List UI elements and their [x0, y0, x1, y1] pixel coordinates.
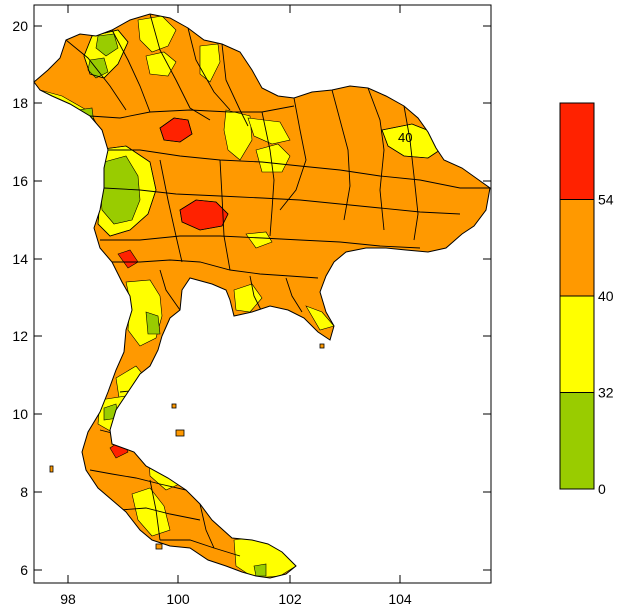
y-tick-label: 18 [12, 95, 28, 111]
green-region-coast [145, 311, 161, 335]
y-tick-label: 8 [20, 484, 28, 500]
yellow-region-east-small [233, 283, 263, 313]
legend: 0 32 40 54 [559, 102, 614, 498]
legend-color-boxes [559, 102, 595, 490]
y-tick-label: 6 [20, 562, 28, 578]
yellow-region-south-4 [131, 487, 171, 537]
yellow-region-central [255, 143, 291, 173]
province-borders [65, 14, 490, 557]
islands [49, 343, 325, 550]
legend-labels: 0 32 40 54 [598, 192, 614, 498]
axis-ticks: 98 100 102 104 6 8 10 12 14 16 18 20 [12, 5, 491, 607]
y-tick-label: 16 [12, 173, 28, 189]
legend-label: 0 [598, 481, 606, 497]
yellow-region-central-north-2 [247, 117, 291, 145]
legend-color-box [559, 102, 595, 200]
green-region-north [95, 33, 119, 57]
y-tick-label: 14 [12, 251, 28, 267]
x-tick-label: 100 [166, 591, 190, 607]
x-tick-label: 98 [60, 591, 76, 607]
green-region-far-south [253, 563, 267, 577]
yellow-region-north-3 [199, 43, 221, 83]
country-outline [33, 13, 491, 579]
legend-color-box [559, 199, 595, 297]
legend-color-box [559, 295, 595, 393]
y-tick-label: 10 [12, 406, 28, 422]
y-tick-label: 12 [12, 328, 28, 344]
yellow-region-central-north [223, 109, 253, 161]
legend-label: 32 [598, 385, 614, 401]
y-tick-label: 20 [12, 18, 28, 34]
contour-label: 40 [398, 130, 412, 145]
legend-label: 54 [598, 192, 614, 208]
yellow-region-center-small [245, 231, 273, 249]
legend-label: 40 [598, 288, 614, 304]
legend-color-box [559, 392, 595, 490]
x-tick-label: 104 [388, 591, 412, 607]
x-tick-label: 102 [278, 591, 302, 607]
